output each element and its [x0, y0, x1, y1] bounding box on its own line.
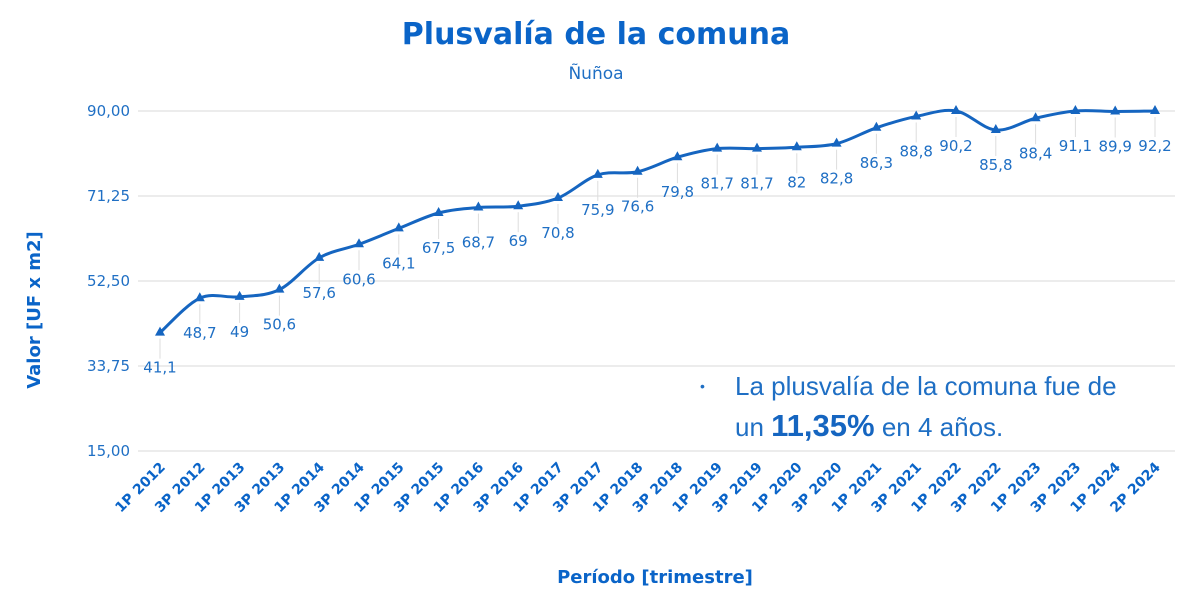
series-markers: [155, 105, 1160, 336]
data-label: 90,2: [939, 137, 972, 155]
data-label: 49: [230, 323, 249, 341]
chart-subtitle: Ñuñoa: [568, 62, 623, 84]
y-axis-ticks: 15,00 33,75 52,50 71,25 90,00: [87, 102, 130, 460]
data-point-marker: [473, 201, 484, 211]
data-label: 91,1: [1059, 137, 1092, 155]
data-label: 82,8: [820, 170, 853, 188]
x-axis-label: Período [trimestre]: [557, 567, 753, 588]
data-point-marker: [672, 151, 683, 161]
data-point-marker: [433, 207, 444, 216]
y-tick-label: 15,00: [87, 442, 130, 460]
data-point-marker: [990, 124, 1001, 134]
data-label: 68,7: [462, 234, 495, 252]
y-tick-label: 90,00: [87, 102, 130, 120]
y-axis-label: Valor [UF x m2]: [24, 231, 45, 389]
data-point-marker: [274, 283, 285, 293]
annotation-line-1: La plusvalía de la comuna fue de: [735, 371, 1117, 401]
annotation-highlight: 11,35%: [771, 408, 875, 443]
annotation-suffix: en 4 años.: [881, 412, 1004, 442]
data-label: 67,5: [422, 239, 455, 257]
data-label: 81,7: [740, 175, 773, 193]
data-label: 79,8: [661, 183, 694, 201]
data-label: 92,2: [1138, 137, 1171, 155]
data-point-marker: [155, 326, 165, 336]
data-point-marker: [1110, 105, 1121, 115]
data-point-marker: [951, 105, 961, 114]
data-point-marker: [592, 168, 603, 178]
data-point-marker: [393, 222, 404, 232]
data-point-marker: [1070, 105, 1081, 114]
data-point-marker: [314, 251, 325, 261]
data-label: 70,8: [541, 224, 574, 242]
data-point-marker: [871, 121, 882, 131]
data-point-marker: [791, 141, 802, 151]
y-tick-label: 33,75: [87, 357, 130, 375]
data-label: 88,4: [1019, 144, 1052, 162]
data-label: 69: [509, 232, 528, 250]
data-point-marker: [1150, 105, 1160, 114]
data-label: 64,1: [382, 254, 415, 272]
data-point-marker: [911, 110, 922, 120]
annotation-prefix: un: [735, 412, 764, 442]
data-point-marker: [712, 142, 723, 152]
data-label: 57,6: [302, 284, 335, 302]
data-point-marker: [752, 142, 762, 152]
data-labels: 41,1 48,7 49 50,6 57,6 60,6 64,1 67,5 68,7 69 70,8…: [143, 137, 1171, 377]
data-label: 60,6: [342, 270, 375, 288]
series-line: [158, 108, 1156, 334]
data-point-marker: [553, 192, 563, 202]
chart-title: Plusvalía de la comuna: [402, 17, 790, 52]
data-label: 86,3: [860, 154, 893, 172]
data-label: 88,8: [899, 142, 932, 160]
data-point-marker: [513, 200, 524, 210]
data-label: 41,1: [143, 359, 176, 377]
data-label: 76,6: [621, 198, 654, 216]
data-label: 82: [787, 173, 806, 191]
data-point-marker: [1030, 112, 1041, 122]
data-point-marker: [831, 137, 842, 147]
y-tick-label: 71,25: [87, 187, 130, 205]
data-label: 75,9: [581, 201, 614, 219]
data-point-marker: [194, 292, 205, 302]
data-point-marker: [632, 165, 643, 175]
gridlines: [138, 110, 1175, 452]
data-point-marker: [354, 238, 364, 248]
data-label: 85,8: [979, 156, 1012, 174]
data-label: 48,7: [183, 324, 216, 342]
data-label: 81,7: [700, 175, 733, 193]
y-tick-label: 52,50: [87, 272, 130, 290]
label-leader-lines: [159, 117, 1156, 359]
data-label: 50,6: [263, 316, 296, 334]
data-label: 89,9: [1098, 137, 1131, 155]
annotation-line-2: un 11,35% en 4 años.: [735, 406, 1003, 447]
bullet-icon: •: [700, 378, 705, 394]
data-point-marker: [234, 290, 245, 300]
